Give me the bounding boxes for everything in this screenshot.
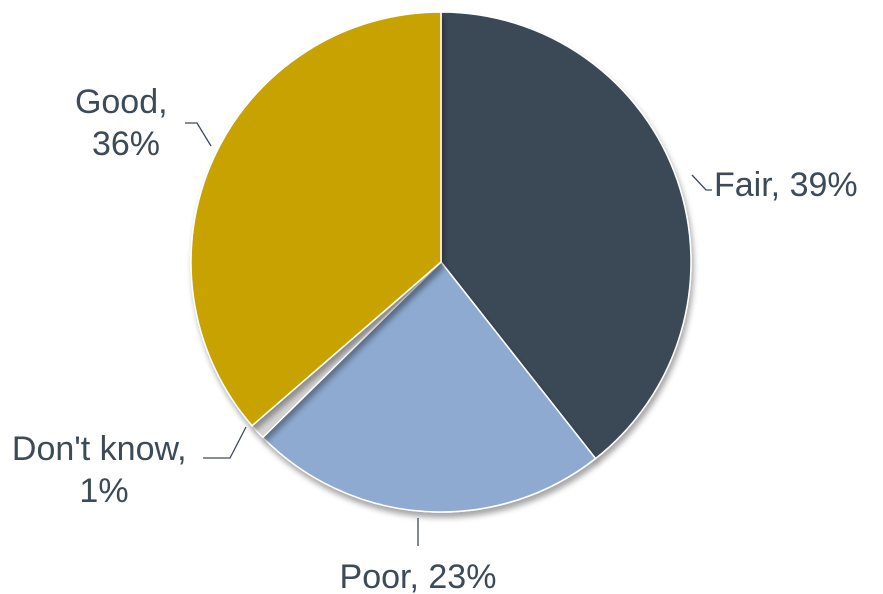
pie-slice-good bbox=[190, 11, 442, 427]
slice-label-fair: Fair, 39% bbox=[714, 166, 858, 204]
pie-slice-fair bbox=[440, 11, 692, 460]
leader-line-dont-know bbox=[203, 426, 247, 459]
slice-label-poor: Poor, 23% bbox=[340, 558, 497, 594]
leader-line-good bbox=[185, 122, 212, 147]
pie-slices bbox=[190, 11, 692, 513]
slice-label-good: Good, 36% bbox=[75, 83, 177, 163]
pie-slice-poor bbox=[261, 260, 597, 513]
leader-line-fair bbox=[691, 174, 712, 191]
slice-label-dont-know: Don't know, 1% bbox=[12, 430, 196, 510]
